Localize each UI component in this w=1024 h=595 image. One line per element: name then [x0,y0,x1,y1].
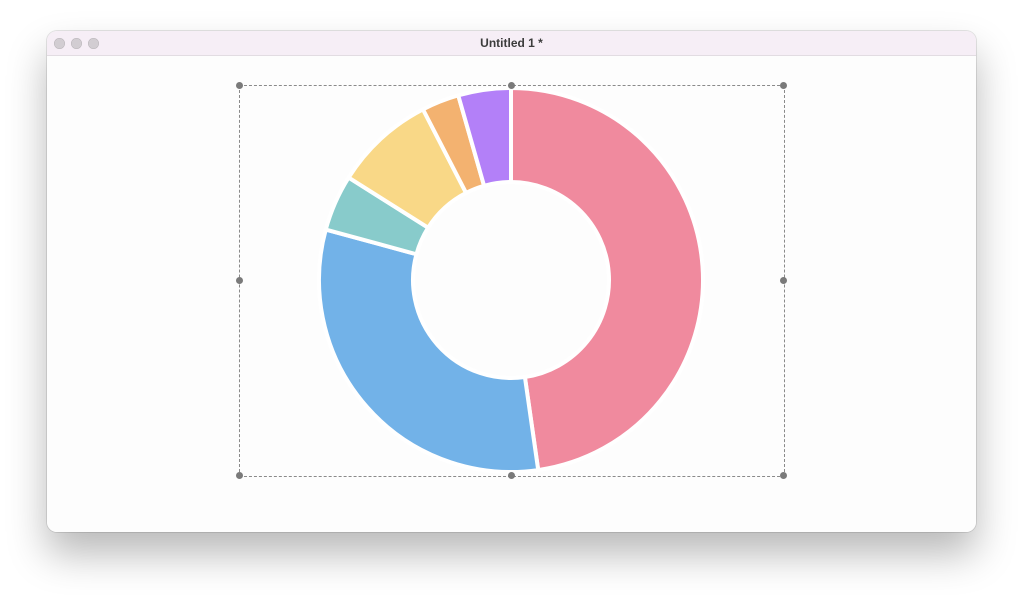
resize-handle-top[interactable] [508,82,515,89]
donut-slice-2[interactable] [317,227,541,474]
donut-slice-6[interactable] [456,86,513,188]
window-title: Untitled 1 * [480,36,543,50]
resize-handle-left[interactable] [236,277,243,284]
resize-handle-bottom-right[interactable] [780,472,787,479]
donut-chart[interactable] [47,56,976,532]
minimize-button[interactable] [71,38,82,49]
selection-frame[interactable] [236,82,787,479]
close-button[interactable] [54,38,65,49]
resize-handle-right[interactable] [780,277,787,284]
title-bar[interactable]: Untitled 1 * [47,31,976,56]
resize-handle-bottom[interactable] [508,472,515,479]
resize-handle-top-left[interactable] [236,82,243,89]
donut-slice-1[interactable] [509,86,705,473]
zoom-button[interactable] [88,38,99,49]
app-window: Untitled 1 * [47,31,976,532]
resize-handle-top-right[interactable] [780,82,787,89]
document-canvas[interactable] [47,56,976,532]
resize-handle-bottom-left[interactable] [236,472,243,479]
